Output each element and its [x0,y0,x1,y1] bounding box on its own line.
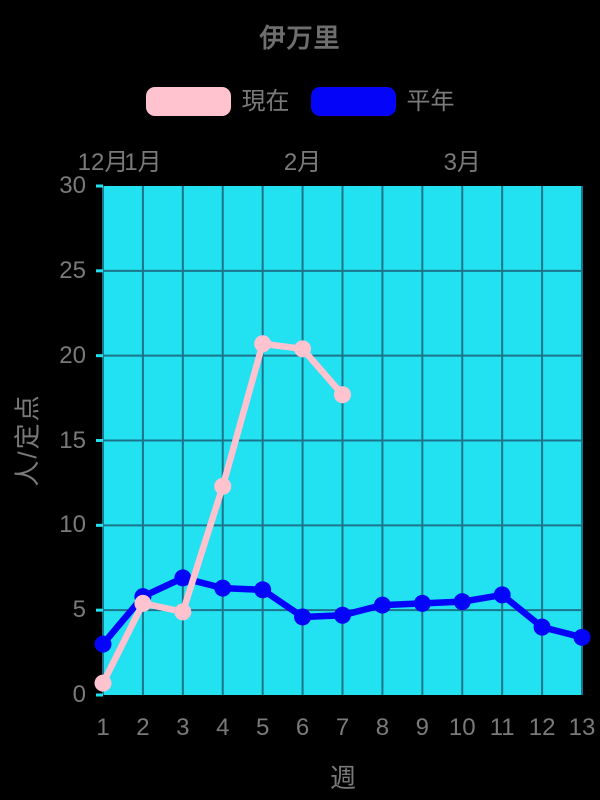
y-tick-label: 5 [72,596,86,624]
y-tick-label: 15 [59,426,86,454]
series-point-normal [573,628,591,646]
series-point-current [134,594,152,612]
legend-label-current: 現在 [241,87,290,115]
x-tick-label: 3 [176,714,190,741]
x-tick-label: 10 [448,714,476,741]
x-tick-label: 5 [255,714,270,741]
month-label: 1月 [124,149,162,176]
legend-item-current: 現在 [145,86,290,116]
x-tick-label: 11 [489,714,515,741]
legend-item-normal: 平年 [310,86,455,116]
y-axis-title: 人/定点 [12,393,43,487]
y-tick-mark [96,354,103,358]
y-tick-mark [96,184,103,188]
series-point-current [94,674,112,692]
x-tick-label: 2 [136,714,150,741]
legend-label-normal: 平年 [406,87,455,115]
series-point-normal [214,579,232,597]
x-tick-label: 6 [295,714,310,741]
x-tick-label: 8 [375,714,390,741]
series-point-current [334,386,351,404]
legend-swatch-normal [310,86,396,116]
y-tick-label: 30 [59,172,86,199]
legend: 現在 平年 [0,86,600,116]
series-point-current [254,335,272,353]
x-tick-label: 9 [415,714,430,741]
y-tick-label: 20 [59,341,86,369]
series-point-current [174,603,192,621]
series-point-normal [94,635,112,653]
y-tick-label: 25 [59,256,86,284]
y-tick-mark [96,269,103,273]
x-tick-label: 7 [335,714,350,741]
series-point-normal [453,593,471,611]
y-tick-label: 0 [72,681,86,708]
y-tick-mark [96,439,103,442]
y-tick-mark [96,608,103,612]
month-label: 3月 [443,149,481,176]
month-label: 12月 [77,149,129,176]
x-tick-label: 12 [528,714,556,741]
series-point-normal [334,606,351,624]
chart-title: 伊万里 [259,23,341,53]
series-point-normal [174,569,192,587]
series-point-current [214,477,232,495]
series-point-normal [373,596,391,614]
x-tick-label: 4 [216,714,230,741]
series-point-current [294,340,312,358]
series-point-normal [413,594,431,612]
y-tick-label: 10 [59,511,86,539]
x-tick-label: 13 [568,714,596,741]
x-axis-title: 週 [329,763,357,793]
x-tick-label: 1 [96,714,110,741]
legend-swatch-current [145,86,231,116]
series-point-normal [533,618,551,636]
y-tick-mark [96,523,103,527]
series-point-normal [294,608,312,626]
series-point-normal [254,581,272,599]
series-point-normal [493,586,511,604]
month-label: 2月 [283,149,322,176]
y-tick-mark [96,693,103,697]
